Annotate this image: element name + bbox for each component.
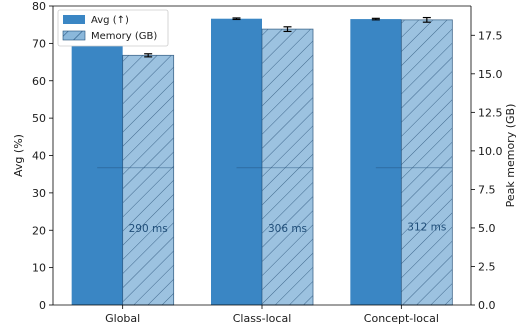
y-tick-label: 10	[32, 262, 46, 275]
plot-area: 290 ms Global 306 ms Class-local 312 ms Conce…	[12, 0, 517, 325]
legend-label-avg: Avg (↑)	[91, 15, 129, 26]
bar-memory	[400, 19, 453, 306]
legend-label-memory: Memory (GB)	[91, 31, 157, 42]
y-tick-label: 70	[32, 37, 46, 50]
y-right-tick-label: 17.5	[478, 29, 503, 42]
bar-avg	[211, 18, 262, 306]
y-axis-label: Avg (%)	[12, 134, 25, 177]
legend-swatch-memory	[62, 30, 86, 41]
y-right-tick-label: 7.5	[478, 183, 496, 196]
y-tick-label: 30	[32, 187, 46, 200]
bar-avg	[71, 41, 123, 305]
x-tick-label: Concept-local	[364, 312, 439, 325]
y-tick-label: 0	[39, 299, 46, 312]
x-tick-label: Class-local	[233, 312, 292, 325]
bar-avg	[350, 19, 402, 306]
y-right-tick-label: 15.0	[478, 68, 503, 81]
annotation-latency: 306 ms	[268, 223, 307, 235]
bar-memory	[261, 28, 314, 306]
y-tick-label: 80	[32, 0, 46, 13]
y-tick-label: 40	[32, 150, 46, 163]
y-right-tick-label: 10.0	[478, 145, 503, 158]
x-tick-label: Global	[105, 312, 140, 325]
legend-swatch-avg	[63, 15, 85, 24]
annotation-latency: 290 ms	[129, 223, 168, 235]
y-right-tick-label: 2.5	[478, 260, 496, 273]
y-axis-right-label: Peak memory (GB)	[504, 104, 517, 208]
annotation-latency: 312 ms	[407, 221, 446, 233]
y-tick-label: 60	[32, 75, 46, 88]
y-right-tick-label: 5.0	[478, 222, 496, 235]
y-right-tick-label: 12.5	[478, 106, 503, 119]
y-tick-label: 20	[32, 224, 46, 237]
legend-box	[57, 9, 169, 47]
legend: Avg (↑) Memory (GB)	[57, 9, 169, 47]
y-right-tick-label: 0.0	[478, 299, 496, 312]
y-tick-label: 50	[32, 112, 46, 125]
bar-memory	[122, 54, 175, 306]
